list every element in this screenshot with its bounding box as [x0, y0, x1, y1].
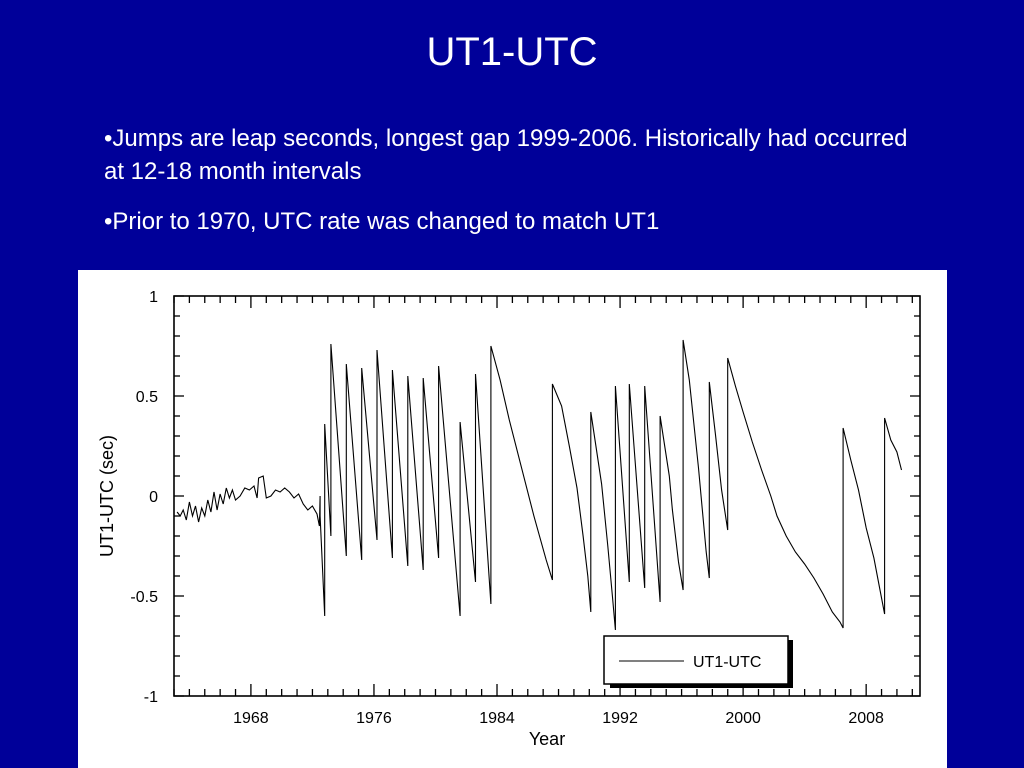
- y-tick-labels: -1 -0.5 0 0.5 1: [130, 289, 158, 706]
- ut1-utc-chart: -1 -0.5 0 0.5 1 1968 1976 1984 1992 2000 2008 Yea…: [97, 289, 921, 749]
- axis-ticks: [173, 295, 920, 697]
- bullet-list: •Jumps are leap seconds, longest gap 199…: [104, 122, 924, 255]
- slide-title: UT1-UTC: [426, 30, 598, 74]
- bullet-leap-seconds: •Jumps are leap seconds, longest gap 199…: [104, 125, 908, 185]
- x-axis-title: Year: [529, 729, 565, 749]
- y-tick-label: 0: [149, 489, 158, 506]
- x-tick-label: 2000: [725, 710, 761, 727]
- plot-frame: [173, 295, 921, 697]
- x-tick-label: 1968: [233, 710, 269, 727]
- legend-label: UT1-UTC: [693, 654, 761, 671]
- x-tick-labels: 1968 1976 1984 1992 2000 2008: [233, 710, 884, 727]
- x-tick-label: 1984: [479, 710, 515, 727]
- series-line-ut1-utc: [176, 339, 903, 631]
- x-tick-label: 1976: [356, 710, 392, 727]
- x-tick-label: 2008: [848, 710, 884, 727]
- chart-panel: -1 -0.5 0 0.5 1 1968 1976 1984 1992 2000 2008 Yea…: [78, 270, 947, 768]
- legend: UT1-UTC: [603, 635, 793, 688]
- y-tick-label: 0.5: [136, 389, 158, 406]
- y-tick-label: 1: [149, 289, 158, 306]
- y-tick-label: -1: [144, 689, 158, 706]
- legend-box: [603, 635, 789, 685]
- y-axis-title: UT1-UTC (sec): [97, 435, 117, 557]
- x-tick-label: 1992: [602, 710, 638, 727]
- bullet-prior-1970: •Prior to 1970, UTC rate was changed to …: [104, 208, 660, 235]
- y-tick-label: -0.5: [130, 589, 158, 606]
